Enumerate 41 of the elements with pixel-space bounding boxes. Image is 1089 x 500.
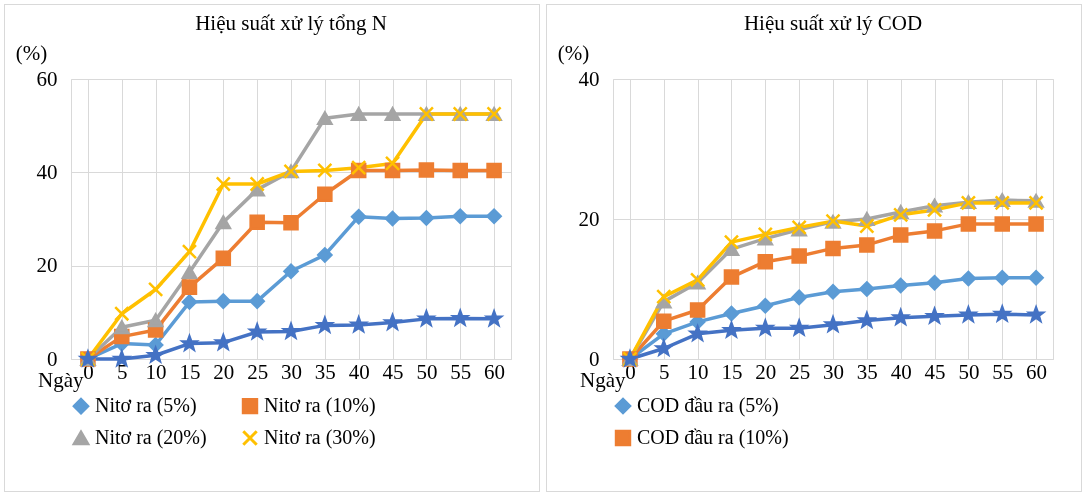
x-tick-label: 45 [924,359,946,384]
x-tick-label: 45 [382,359,404,384]
legend-label: Nitơ ra (10%) [264,394,376,418]
y-tick-label: 60 [36,66,58,91]
legend-label: Nitơ ra (20%) [95,426,207,449]
chart-title: Hiệu suất xử lý tổng N [195,11,387,35]
x-tick-label: 20 [213,359,235,384]
x-tick-label: 50 [958,359,980,384]
x-tick-label: 5 [659,359,670,384]
x-tick-label: 25 [247,359,269,384]
y-tick-label: 40 [578,66,600,91]
x-tick-label: 30 [823,359,844,384]
x-tick-label: 60 [484,359,506,384]
y-axis-title: (%) [557,40,590,65]
x-tick-label: 30 [281,359,302,384]
x-tick-label: 25 [789,359,811,384]
x-axis-title: Ngày [38,367,84,392]
legend-label: Nitơ ra (30%) [264,426,376,449]
x-tick-label: 15 [721,359,743,384]
x-tick-label: 60 [1026,359,1048,384]
y-tick-label: 40 [36,159,58,184]
x-tick-label: 40 [348,359,370,384]
y-axis-title: (%) [15,40,48,65]
x-tick-label: 55 [450,359,472,384]
legend-label: COD đầu ra (5%) [637,394,779,417]
x-tick-label: 40 [890,359,912,384]
x-tick-label: 55 [992,359,1014,384]
y-tick-label: 20 [36,253,58,278]
x-tick-label: 50 [416,359,438,384]
x-tick-label: 10 [145,359,167,384]
legend-label: Nitơ ra (5%) [95,394,197,418]
x-tick-label: 10 [687,359,709,384]
x-tick-label: 35 [856,359,878,384]
x-tick-label: 15 [179,359,201,384]
legend-label: COD đầu ra (10%) [637,426,789,449]
y-tick-label: 20 [578,206,600,231]
x-axis-title: Ngày [580,367,626,392]
x-tick-label: 35 [314,359,336,384]
x-tick-label: 20 [755,359,777,384]
x-tick-label: 5 [117,359,128,384]
chart-title: Hiệu suất xử lý COD [743,11,923,35]
